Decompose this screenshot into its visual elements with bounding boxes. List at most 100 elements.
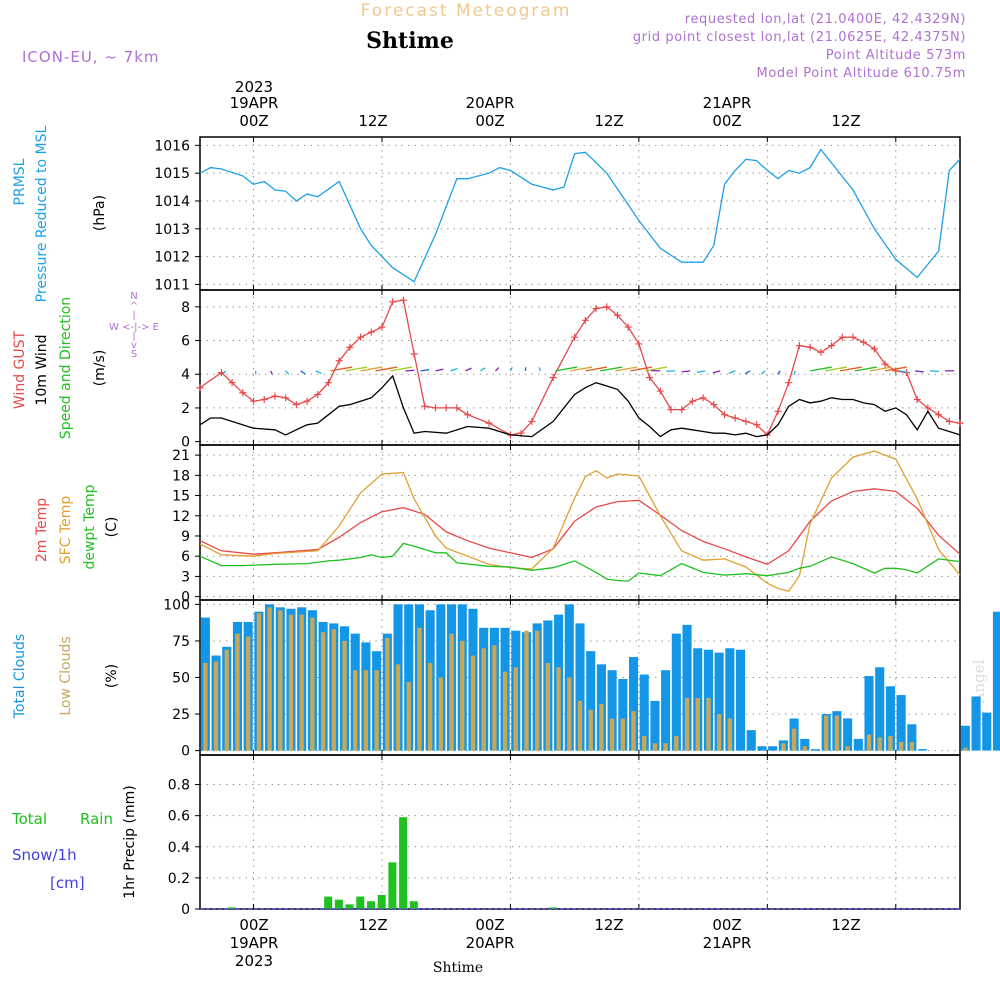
panel5-label-total: Total [11,810,47,828]
gust-marker [935,411,943,419]
gust-marker [795,342,803,350]
wind-direction-arrow [420,369,430,372]
gust-marker [667,406,675,414]
low-cloud-bar [213,661,219,751]
y-tick-label: 3 [181,569,190,585]
low-cloud-bar [963,747,968,751]
low-cloud-bar [267,607,272,751]
wind-direction-arrow [345,366,368,372]
low-cloud-bar [256,613,262,751]
total-cloud-bar [800,738,810,751]
gust-marker [453,404,461,412]
y-tick-label: 0 [181,902,190,918]
wind-direction-arrow [538,367,542,372]
total-cloud-bar [982,712,992,751]
gust-marker [624,323,632,331]
gust-marker [389,298,397,306]
low-cloud-bar [535,630,540,751]
gust-marker [378,323,386,331]
y-tick-label: 12 [172,509,190,525]
low-cloud-bar [502,671,508,751]
wind-direction-arrow [825,366,847,372]
gust-marker [292,401,300,409]
total-cloud-bar [714,652,724,751]
gust-marker [774,407,782,415]
wind-direction-arrow [206,371,210,374]
gust-marker [678,406,686,414]
gust-marker [228,379,236,387]
wind-direction-arrow [509,367,513,372]
precip-bar [409,901,418,909]
low-cloud-bar [428,662,433,751]
wind-direction-arrow [681,370,691,373]
y-tick-label: 6 [181,549,190,565]
panel1-label-short: PRMSL [12,158,28,205]
low-cloud-bar [663,743,668,751]
low-cloud-bar [802,746,807,751]
panel4-label-low: Low Clouds [58,636,74,715]
gust-marker [324,379,332,387]
gust-marker [282,394,290,402]
low-cloud-bar [599,703,604,751]
top-hour-label: 00Z [712,112,741,130]
compass-icon: N ^ | W <-|-> E | v S [109,291,159,360]
y-tick-label: 21 [172,448,190,464]
total-cloud-bar [917,749,928,751]
y-tick-label: 1015 [154,166,190,182]
wind-direction-arrow [435,368,444,372]
wind-direction-arrow [222,370,227,375]
low-cloud-bar [909,741,914,751]
low-cloud-bar [577,700,583,751]
y-tick-label: 2 [181,401,190,417]
total-cloud-bar [875,667,885,751]
low-cloud-bar [310,617,315,751]
gust-marker [571,333,579,341]
total-cloud-bar [810,749,821,751]
low-cloud-bar [609,718,615,751]
low-cloud-bar [834,715,840,751]
gust-marker [710,401,718,409]
low-cloud-bar [449,633,454,751]
wind-direction-arrow [270,370,273,375]
compass-text: v [131,340,137,351]
low-cloud-bar [470,655,476,751]
wind-direction-arrow [375,366,398,372]
y-tick-label: 1016 [154,138,190,154]
low-cloud-bar [845,746,850,751]
total-cloud-bar [746,730,756,751]
bottom-day-label: 20APR [466,934,515,952]
bottom-hour-label: 00Z [475,916,504,934]
precip-bar [227,907,236,909]
gust-marker [367,328,375,336]
gust-marker [828,342,836,350]
precip-bar [334,899,343,909]
y-tick-label: 0 [181,744,190,760]
wind-direction-arrow [405,369,415,372]
gust-marker [913,396,921,404]
low-cloud-bar [877,737,882,751]
wind-direction-arrow [465,367,472,372]
total-cloud-bar [682,624,692,751]
gust-marker [646,374,654,382]
gust-marker [849,333,857,341]
compass-text: | [132,310,135,321]
total-cloud-bar [618,678,628,751]
low-cloud-bar [246,636,251,751]
y-tick-label: 0 [181,435,190,451]
y-tick-label: 1011 [154,277,190,293]
footer-location: Shtime [433,960,483,976]
y-tick-label: 0.4 [168,840,190,856]
chart-title: Forecast Meteogram [361,1,572,21]
y-tick-label: 1013 [154,222,190,238]
total-cloud-bar [725,648,735,751]
top-day-label: 21APR [703,94,752,112]
low-cloud-bar [556,667,561,751]
total-cloud-bar [586,651,596,751]
wind-direction-arrow [914,370,924,373]
requested-location: requested lon,lat (21.0400E, 42.4329N) [685,12,966,27]
gust-marker [335,357,343,365]
total-cloud-bar [661,670,671,751]
wind-direction-arrow [480,367,486,372]
gust-marker [528,417,536,425]
wind-direction-arrow [696,370,706,374]
